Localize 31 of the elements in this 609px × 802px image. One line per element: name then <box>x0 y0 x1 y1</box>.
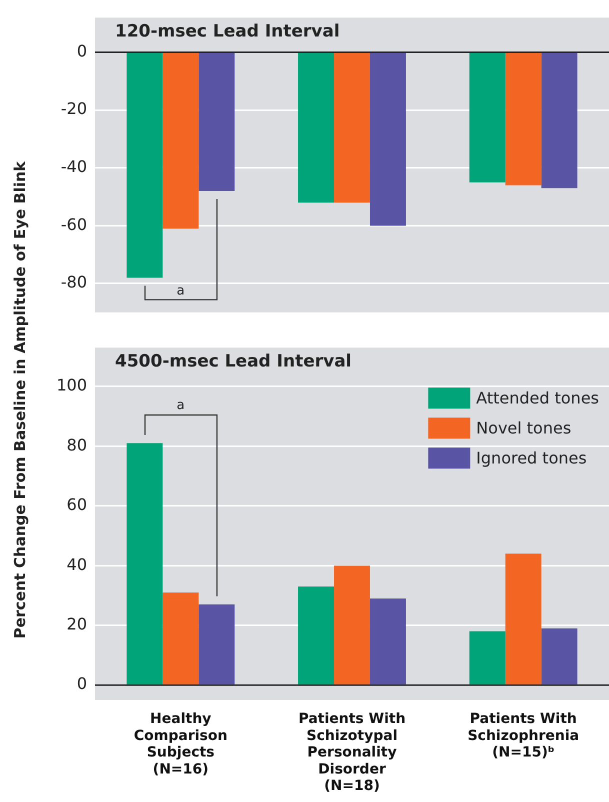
y-tick-label: -80 <box>60 272 87 292</box>
y-tick-label: -20 <box>60 99 87 118</box>
bar <box>334 566 370 684</box>
y-tick-label: 0 <box>76 674 87 694</box>
annotation: a <box>176 398 185 414</box>
bar <box>505 554 542 684</box>
x-tick-label: Healthy Comparison Subjects (N=16) <box>134 711 228 778</box>
bar <box>162 592 199 684</box>
bar <box>198 604 235 684</box>
chart-title: 120-msec Lead Interval <box>115 22 340 42</box>
y-tick-label: 20 <box>66 614 87 634</box>
chart-title: 4500-msec Lead Interval <box>115 352 352 372</box>
y-tick-label: 40 <box>66 554 87 574</box>
y-axis-title: Percent Change From Baseline in Amplitude of Eye Blink <box>11 161 29 639</box>
x-tick-label: Patients With Schizophrenia (N=15)ᵇ <box>468 711 580 761</box>
legend-label: Ignored tones <box>476 448 587 468</box>
bar <box>469 631 506 684</box>
bar <box>126 443 163 684</box>
x-tick-label: Patients With Schizotypal Personality Disorder (N=18) <box>298 711 406 794</box>
bar <box>298 586 334 684</box>
y-tick-label: 60 <box>66 495 87 514</box>
y-tick-label: 100 <box>56 376 87 395</box>
bar <box>370 598 406 684</box>
bar <box>541 628 578 684</box>
y-tick-label: -60 <box>60 214 87 234</box>
legend-label: Novel tones <box>476 418 572 438</box>
y-tick-label: 0 <box>76 41 87 60</box>
legend-label: Attended tones <box>476 388 600 408</box>
y-tick-label: 80 <box>66 435 87 454</box>
y-tick-label: -40 <box>60 157 87 176</box>
annotation: a <box>176 284 185 299</box>
